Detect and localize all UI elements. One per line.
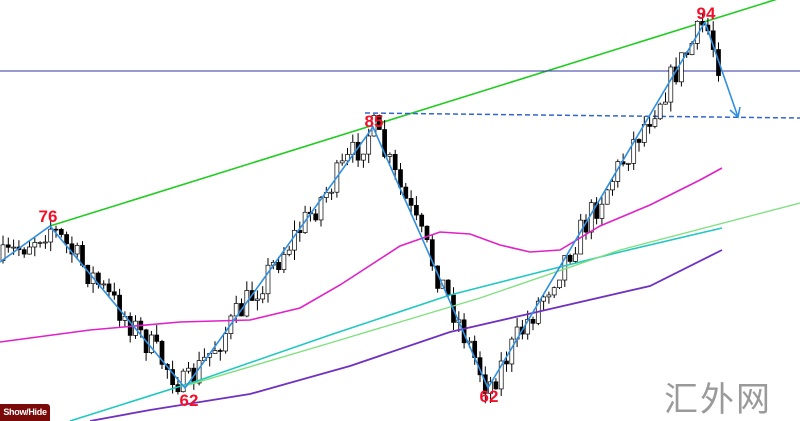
candle-body — [530, 318, 536, 324]
candle-body — [610, 181, 615, 191]
candle-body — [64, 234, 69, 245]
moving-average-cyan — [69, 227, 723, 421]
candle-body — [594, 202, 599, 219]
candle-body — [498, 360, 504, 390]
candle-body — [652, 118, 658, 127]
candle-body — [424, 225, 430, 241]
candle-body — [265, 264, 271, 295]
candle-body — [546, 294, 552, 298]
zigzag-label: 62 — [480, 387, 499, 406]
candle-body — [419, 214, 425, 227]
arrow-head-icon — [729, 106, 741, 119]
moving-average-lightgreen — [184, 202, 800, 387]
candle-body — [398, 169, 403, 188]
candle-body — [626, 163, 631, 165]
candle-body — [461, 319, 467, 344]
candle-body — [27, 246, 32, 255]
candle-body — [573, 253, 578, 262]
candle-body — [567, 255, 573, 262]
candle-body — [551, 287, 557, 296]
zigzag-label: 85 — [365, 112, 384, 131]
candle-body — [387, 154, 393, 157]
candle-body — [313, 213, 319, 221]
candle-body — [504, 360, 509, 365]
candle-body — [149, 334, 154, 353]
candle-body — [366, 135, 372, 155]
candle-body — [180, 370, 186, 393]
candle-body — [679, 52, 684, 83]
candle-body — [647, 124, 652, 127]
moving-average-magenta — [0, 167, 723, 343]
candle-body — [493, 381, 499, 390]
show-hide-button[interactable]: Show/Hide — [0, 404, 50, 421]
candle-body — [604, 189, 610, 205]
candle-body — [345, 154, 350, 162]
candle-body — [5, 244, 11, 248]
candle-body — [212, 350, 218, 354]
candle-body — [631, 139, 637, 164]
candle-body — [371, 115, 377, 137]
candle-body — [339, 160, 345, 164]
candle-body — [382, 129, 387, 157]
candle-body — [557, 279, 562, 289]
watermark: 汇外网 — [664, 380, 772, 420]
candle-body — [276, 262, 281, 271]
candle-body — [636, 139, 642, 143]
candle-body — [292, 229, 297, 251]
candle-body — [170, 369, 175, 386]
candle-body — [318, 197, 324, 221]
candle-body — [255, 298, 260, 301]
candle-body — [361, 153, 366, 161]
candle-body — [37, 242, 43, 244]
candle-body — [48, 228, 54, 243]
candle-body — [53, 228, 59, 231]
candle-body — [85, 264, 91, 284]
candle-body — [408, 197, 414, 206]
candle-body — [106, 283, 112, 293]
candle-body — [223, 333, 228, 352]
zigzag-label: 76 — [39, 207, 58, 226]
candle-body — [74, 245, 80, 255]
candle-body — [482, 374, 488, 394]
candle-body — [429, 239, 435, 267]
zigzag-line — [0, 21, 706, 390]
candle-body — [186, 367, 191, 372]
candle-body — [43, 241, 48, 244]
channel-line — [49, 0, 778, 227]
candle-body — [21, 249, 27, 255]
candle-body — [657, 103, 663, 120]
candle-body — [111, 291, 117, 296]
candle-body — [525, 318, 531, 335]
candle-body — [663, 101, 668, 105]
candle-body — [392, 154, 398, 171]
candle-body — [154, 334, 160, 342]
candle-body — [599, 203, 605, 219]
candle-body — [329, 191, 334, 194]
zigzag-label: 62 — [180, 391, 199, 410]
candle-body — [403, 186, 409, 199]
zigzag-label: 94 — [697, 4, 716, 23]
candle-body — [376, 115, 382, 130]
zigzag-projection-arrow — [704, 21, 739, 118]
moving-average-purple — [89, 249, 723, 421]
candle-body — [260, 293, 266, 300]
candle-body — [32, 242, 38, 248]
candle-body — [159, 341, 165, 365]
candle-body — [217, 350, 223, 352]
candle-body — [58, 229, 64, 235]
candle-body — [668, 66, 674, 103]
candle-body — [101, 283, 107, 286]
candle-body — [414, 205, 419, 216]
candle-body — [281, 253, 287, 271]
candle-body — [286, 249, 292, 255]
candle-body — [11, 246, 16, 249]
dashed-level-line — [364, 112, 800, 119]
